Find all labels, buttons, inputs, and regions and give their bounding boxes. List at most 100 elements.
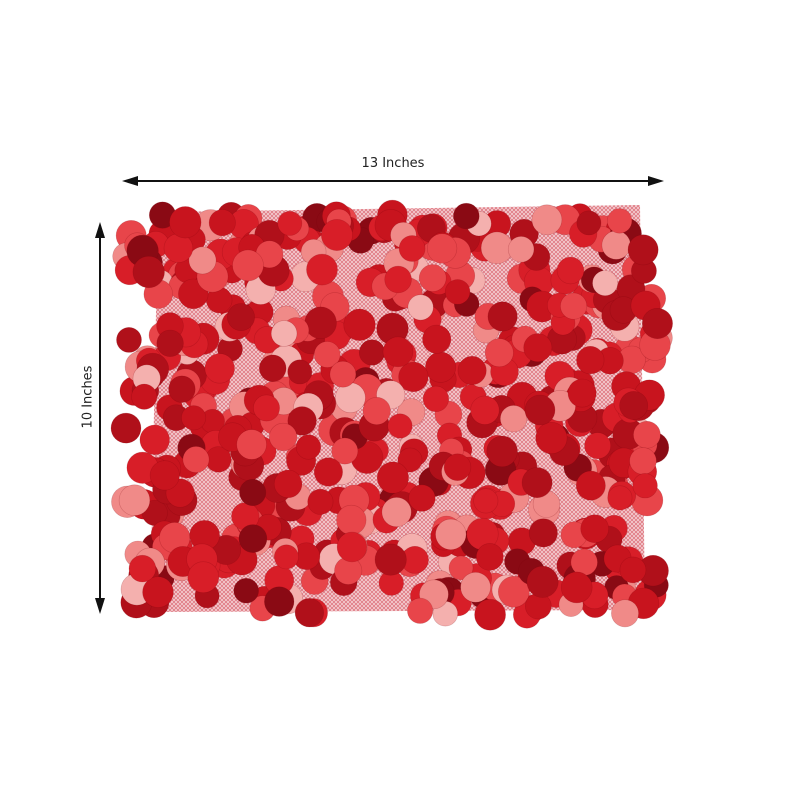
sequin: [470, 395, 500, 425]
sequin: [576, 210, 602, 236]
sequin: [633, 420, 661, 449]
sequin: [444, 279, 471, 305]
sequin: [131, 383, 158, 410]
sequin: [149, 460, 180, 491]
sequin: [294, 598, 325, 628]
sequin: [398, 235, 426, 262]
sequin: [448, 555, 474, 581]
sequin: [499, 405, 528, 433]
sequin: [611, 599, 639, 628]
sequin: [336, 504, 367, 536]
sequin: [208, 209, 236, 237]
sequin: [475, 543, 504, 571]
sequin: [560, 292, 588, 320]
sequin: [474, 598, 506, 631]
sequin: [238, 524, 268, 553]
sequin: [576, 346, 605, 375]
sequin: [374, 543, 407, 576]
sequin: [116, 327, 142, 353]
sequin: [343, 308, 376, 341]
sequin: [607, 485, 633, 511]
sequin: [295, 434, 322, 460]
sequin: [435, 518, 467, 551]
height-label: 10 Inches: [80, 365, 96, 429]
sequin: [627, 234, 659, 266]
sequin: [567, 378, 597, 408]
sequin: [307, 488, 334, 515]
sequin: [507, 236, 535, 263]
sequin: [182, 446, 210, 473]
sequin: [523, 333, 553, 363]
sequin: [641, 307, 673, 339]
sequin: [187, 561, 220, 594]
sequin: [336, 531, 368, 563]
sequin: [335, 382, 366, 414]
sequin: [233, 577, 259, 604]
sequin: [382, 336, 414, 368]
sequin: [168, 375, 196, 403]
sequin: [408, 484, 436, 512]
sequin: [457, 355, 487, 385]
sequin: [592, 270, 619, 297]
sequin: [358, 339, 386, 366]
sequin: [531, 204, 563, 236]
sequin: [443, 453, 472, 481]
sequin: [264, 586, 295, 617]
sequin: [304, 306, 337, 339]
width-label: 13 Inches: [361, 156, 425, 171]
sequin: [132, 255, 165, 289]
sequin: [156, 329, 184, 357]
sequin: [236, 429, 267, 460]
sequin: [484, 338, 514, 368]
sequin: [473, 488, 499, 514]
sequin: [239, 478, 267, 506]
sequin: [273, 469, 303, 499]
sequin: [118, 484, 151, 516]
sequin: [524, 394, 556, 426]
sequin: [384, 265, 412, 294]
sequin: [460, 571, 491, 603]
sequin: [306, 253, 338, 286]
sequin: [277, 210, 303, 236]
sequin: [320, 219, 353, 251]
sequin: [232, 249, 264, 282]
sequin: [398, 361, 429, 393]
sequin: [422, 324, 452, 354]
sequin: [204, 353, 235, 384]
sequin: [273, 544, 299, 570]
height-arrow: [95, 222, 105, 614]
sequin: [425, 351, 457, 383]
sequin: [619, 391, 649, 420]
sequin: [580, 514, 610, 544]
sequin: [407, 597, 434, 624]
sequin: [253, 394, 280, 422]
sequin: [287, 406, 317, 436]
sequin: [313, 341, 341, 368]
sequin: [526, 565, 559, 598]
sequin: [269, 422, 298, 452]
sequin: [535, 421, 568, 454]
sequin: [387, 413, 413, 439]
sequin: [331, 437, 359, 465]
sequin: [142, 576, 174, 608]
sequin: [407, 294, 434, 321]
sequin: [528, 518, 558, 548]
sequin: [110, 412, 142, 444]
sequin: [139, 424, 170, 455]
sequin: [570, 548, 598, 576]
width-arrow: [122, 176, 664, 186]
sequin: [259, 354, 287, 382]
sequin: [556, 256, 585, 285]
sequin: [560, 571, 593, 604]
sequin: [128, 554, 157, 583]
sequin: [397, 447, 423, 473]
sequin: [601, 230, 631, 260]
sequin: [362, 396, 391, 425]
sequin-layer: [110, 199, 673, 631]
sequin: [619, 556, 647, 584]
sequin: [487, 301, 518, 332]
sequin: [497, 575, 530, 608]
sequin: [287, 359, 313, 385]
sequin: [422, 385, 450, 413]
